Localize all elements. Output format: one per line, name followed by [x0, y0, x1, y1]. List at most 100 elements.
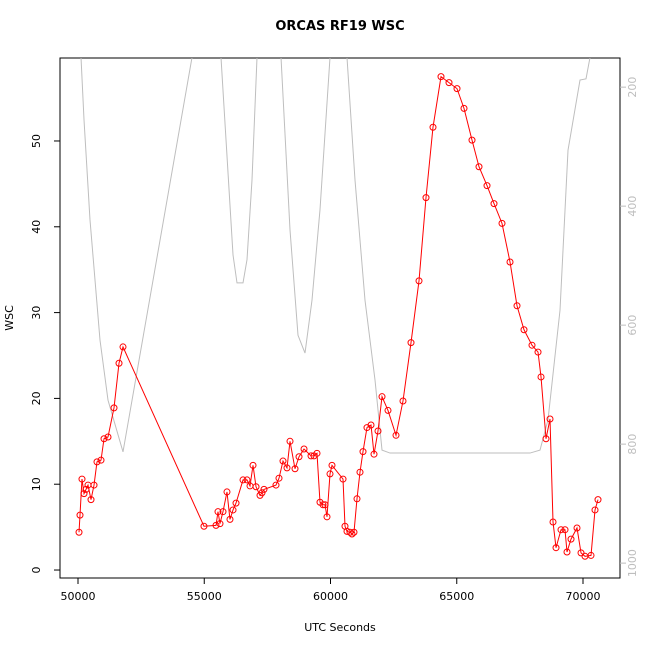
data-point	[453, 85, 461, 93]
data-point	[110, 404, 118, 412]
x-tick-label: 55000	[187, 590, 222, 603]
y-tick-label: 10	[30, 477, 43, 491]
data-point	[323, 513, 331, 521]
y-tick-label: 20	[30, 391, 43, 405]
data-point	[100, 435, 108, 443]
series-line	[80, 58, 591, 454]
data-point	[115, 359, 123, 367]
data-point	[78, 475, 86, 483]
data-point	[279, 457, 287, 465]
data-point	[506, 258, 514, 266]
data-point	[546, 415, 554, 423]
data-point	[415, 277, 423, 285]
x-tick-label: 60000	[313, 590, 348, 603]
data-point	[513, 302, 521, 310]
data-point	[258, 489, 266, 497]
data-point	[313, 449, 321, 457]
data-point	[283, 464, 291, 472]
data-point	[348, 530, 356, 538]
data-point	[350, 528, 358, 536]
data-point	[321, 501, 329, 509]
data-point	[534, 348, 542, 356]
data-point	[243, 476, 251, 484]
data-point	[291, 465, 299, 473]
data-point	[226, 515, 234, 523]
y2-tick-label: 800	[626, 434, 639, 455]
data-point	[80, 490, 88, 498]
data-point	[219, 508, 227, 516]
data-point	[339, 475, 347, 483]
y2-tick-label: 600	[626, 315, 639, 336]
data-point	[212, 521, 220, 529]
x-tick-label: 50000	[61, 590, 96, 603]
data-point	[90, 481, 98, 489]
chart-title: ORCAS RF19 WSC	[275, 19, 404, 34]
data-point	[275, 474, 283, 482]
data-point	[399, 397, 407, 405]
data-point	[229, 506, 237, 514]
y2-tick-label: 200	[626, 77, 639, 98]
data-point	[97, 456, 105, 464]
y-tick-label: 40	[30, 220, 43, 234]
data-point	[328, 461, 336, 469]
y-tick-label: 0	[30, 567, 43, 574]
data-point	[561, 526, 569, 534]
data-point	[557, 526, 565, 534]
data-point	[319, 501, 327, 509]
data-point	[537, 373, 545, 381]
data-point	[356, 468, 364, 476]
data-point	[468, 136, 476, 144]
plot-area	[75, 58, 602, 560]
data-point	[300, 445, 308, 453]
data-point	[359, 448, 367, 456]
y2-tick-label: 400	[626, 196, 639, 217]
x-tick-label: 70000	[566, 590, 601, 603]
data-point	[378, 393, 386, 401]
data-point	[214, 508, 222, 516]
data-point	[75, 528, 83, 536]
data-point	[577, 549, 585, 557]
data-point	[567, 535, 575, 543]
data-point	[76, 511, 84, 519]
y-axis-label: WSC	[3, 305, 16, 331]
data-point	[87, 496, 95, 504]
data-point	[528, 341, 536, 349]
y2-tick-label: 1000	[626, 549, 639, 577]
data-point	[552, 544, 560, 552]
data-point	[422, 194, 430, 202]
plot-frame	[59, 57, 621, 579]
data-point	[483, 182, 491, 190]
data-point	[346, 528, 354, 536]
data-point	[249, 461, 257, 469]
series-line	[78, 75, 599, 557]
y-tick-label: 30	[30, 306, 43, 320]
data-point	[353, 495, 361, 503]
data-point	[82, 485, 90, 493]
data-point	[260, 485, 268, 493]
data-point	[326, 470, 334, 478]
data-point	[498, 219, 506, 227]
data-point	[286, 437, 294, 445]
data-point	[542, 435, 550, 443]
data-point	[392, 431, 400, 439]
data-point	[367, 421, 375, 429]
data-point	[490, 200, 498, 208]
data-point	[374, 427, 382, 435]
data-point	[93, 458, 101, 466]
data-point	[573, 524, 581, 532]
data-point	[223, 488, 231, 496]
data-point	[437, 73, 445, 81]
data-point	[587, 551, 595, 559]
x-axis-label: UTC Seconds	[304, 621, 376, 634]
data-point	[104, 433, 112, 441]
data-point	[475, 163, 483, 171]
data-point	[549, 518, 557, 526]
data-point	[591, 506, 599, 514]
data-point	[307, 452, 315, 460]
y-tick-label: 50	[30, 134, 43, 148]
data-point	[295, 453, 303, 461]
data-point	[520, 326, 528, 334]
x-tick-label: 65000	[439, 590, 474, 603]
